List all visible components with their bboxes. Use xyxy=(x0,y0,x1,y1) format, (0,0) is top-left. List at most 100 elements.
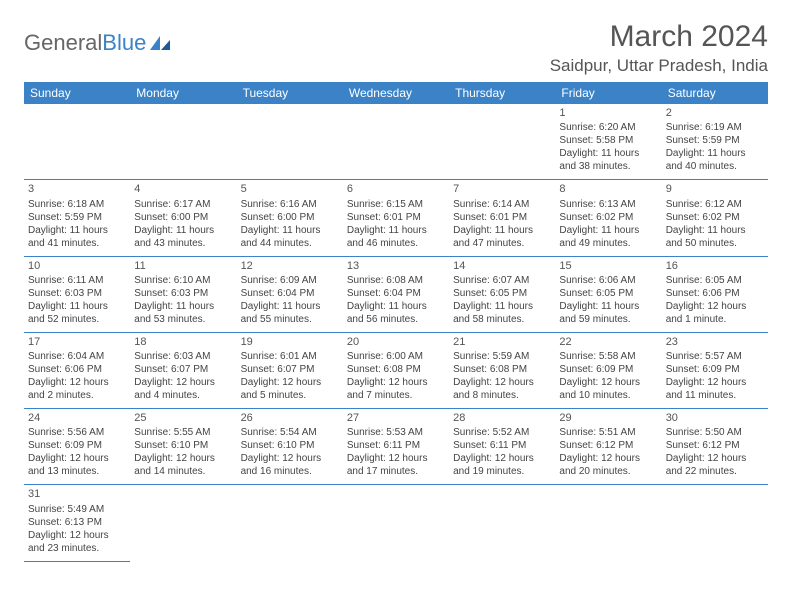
daylight-text: Daylight: 11 hours xyxy=(134,300,232,313)
sunrise-text: Sunrise: 6:17 AM xyxy=(134,198,232,211)
sunrise-text: Sunrise: 6:07 AM xyxy=(453,274,551,287)
sunrise-text: Sunrise: 5:58 AM xyxy=(559,350,657,363)
sunrise-text: Sunrise: 6:18 AM xyxy=(28,198,126,211)
day-number: 2 xyxy=(666,106,764,120)
daylight-text: Daylight: 11 hours xyxy=(241,300,339,313)
calendar-day-cell: 21Sunrise: 5:59 AMSunset: 6:08 PMDayligh… xyxy=(449,332,555,408)
calendar-day-cell: 31Sunrise: 5:49 AMSunset: 6:13 PMDayligh… xyxy=(24,485,130,561)
day-number: 13 xyxy=(347,259,445,273)
calendar-day-cell: 2Sunrise: 6:19 AMSunset: 5:59 PMDaylight… xyxy=(662,104,768,180)
sunset-text: Sunset: 6:07 PM xyxy=(134,363,232,376)
daylight-text: Daylight: 12 hours xyxy=(559,376,657,389)
sunset-text: Sunset: 6:00 PM xyxy=(241,211,339,224)
daylight-text: Daylight: 12 hours xyxy=(134,452,232,465)
day-number: 3 xyxy=(28,182,126,196)
calendar-day-cell: 27Sunrise: 5:53 AMSunset: 6:11 PMDayligh… xyxy=(343,409,449,485)
daylight-text: and 55 minutes. xyxy=(241,313,339,326)
daylight-text: and 5 minutes. xyxy=(241,389,339,402)
sunset-text: Sunset: 6:12 PM xyxy=(559,439,657,452)
sunset-text: Sunset: 6:01 PM xyxy=(453,211,551,224)
sunrise-text: Sunrise: 5:54 AM xyxy=(241,426,339,439)
daylight-text: and 16 minutes. xyxy=(241,465,339,478)
calendar-day-cell xyxy=(237,485,343,561)
day-number: 25 xyxy=(134,411,232,425)
sunrise-text: Sunrise: 5:53 AM xyxy=(347,426,445,439)
daylight-text: Daylight: 11 hours xyxy=(28,224,126,237)
daylight-text: and 47 minutes. xyxy=(453,237,551,250)
daylight-text: and 40 minutes. xyxy=(666,160,764,173)
sunset-text: Sunset: 6:10 PM xyxy=(134,439,232,452)
calendar-day-cell: 18Sunrise: 6:03 AMSunset: 6:07 PMDayligh… xyxy=(130,332,236,408)
calendar-day-cell: 29Sunrise: 5:51 AMSunset: 6:12 PMDayligh… xyxy=(555,409,661,485)
sunset-text: Sunset: 6:11 PM xyxy=(453,439,551,452)
day-number: 7 xyxy=(453,182,551,196)
daylight-text: and 41 minutes. xyxy=(28,237,126,250)
calendar-day-cell: 9Sunrise: 6:12 AMSunset: 6:02 PMDaylight… xyxy=(662,180,768,256)
sunset-text: Sunset: 6:02 PM xyxy=(559,211,657,224)
calendar-day-cell xyxy=(237,104,343,180)
calendar-week-row: 17Sunrise: 6:04 AMSunset: 6:06 PM Dayligh… xyxy=(24,332,768,408)
calendar-day-cell: 4Sunrise: 6:17 AMSunset: 6:00 PMDaylight… xyxy=(130,180,236,256)
logo-sail-icon xyxy=(148,34,172,52)
calendar-day-cell xyxy=(343,485,449,561)
day-number: 22 xyxy=(559,335,657,349)
day-number: 19 xyxy=(241,335,339,349)
calendar-day-cell: 25Sunrise: 5:55 AMSunset: 6:10 PMDayligh… xyxy=(130,409,236,485)
daylight-text: and 38 minutes. xyxy=(559,160,657,173)
logo: GeneralBlue xyxy=(24,30,172,56)
day-number: 20 xyxy=(347,335,445,349)
sunset-text: Sunset: 6:02 PM xyxy=(666,211,764,224)
daylight-text: and 52 minutes. xyxy=(28,313,126,326)
daylight-text: Daylight: 12 hours xyxy=(666,452,764,465)
calendar-week-row: 3Sunrise: 6:18 AMSunset: 5:59 PMDaylight… xyxy=(24,180,768,256)
day-number: 30 xyxy=(666,411,764,425)
sunrise-text: Sunrise: 6:11 AM xyxy=(28,274,126,287)
daylight-text: Daylight: 11 hours xyxy=(134,224,232,237)
daylight-text: and 1 minute. xyxy=(666,313,764,326)
daylight-text: and 44 minutes. xyxy=(241,237,339,250)
daylight-text: Daylight: 11 hours xyxy=(559,147,657,160)
calendar-day-cell: 12Sunrise: 6:09 AMSunset: 6:04 PMDayligh… xyxy=(237,256,343,332)
daylight-text: Daylight: 12 hours xyxy=(28,529,126,542)
calendar-day-cell: 24Sunrise: 5:56 AMSunset: 6:09 PMDayligh… xyxy=(24,409,130,485)
daylight-text: and 23 minutes. xyxy=(28,542,126,555)
sunset-text: Sunset: 6:00 PM xyxy=(134,211,232,224)
sunset-text: Sunset: 6:06 PM xyxy=(28,363,126,376)
calendar-day-cell: 19Sunrise: 6:01 AMSunset: 6:07 PMDayligh… xyxy=(237,332,343,408)
sunrise-text: Sunrise: 5:50 AM xyxy=(666,426,764,439)
sunset-text: Sunset: 6:08 PM xyxy=(347,363,445,376)
calendar-day-cell: 1Sunrise: 6:20 AMSunset: 5:58 PMDaylight… xyxy=(555,104,661,180)
calendar-body: 1Sunrise: 6:20 AMSunset: 5:58 PMDaylight… xyxy=(24,104,768,561)
calendar-week-row: 10Sunrise: 6:11 AMSunset: 6:03 PMDayligh… xyxy=(24,256,768,332)
sunrise-text: Sunrise: 5:52 AM xyxy=(453,426,551,439)
sunrise-text: Sunrise: 5:56 AM xyxy=(28,426,126,439)
daylight-text: Daylight: 12 hours xyxy=(241,452,339,465)
calendar-day-cell: 11Sunrise: 6:10 AMSunset: 6:03 PMDayligh… xyxy=(130,256,236,332)
day-number: 8 xyxy=(559,182,657,196)
sunset-text: Sunset: 6:08 PM xyxy=(453,363,551,376)
day-number: 16 xyxy=(666,259,764,273)
sunrise-text: Sunrise: 5:49 AM xyxy=(28,503,126,516)
sunrise-text: Sunrise: 6:01 AM xyxy=(241,350,339,363)
daylight-text: Daylight: 12 hours xyxy=(28,452,126,465)
logo-text-part2: Blue xyxy=(102,30,146,56)
day-number: 9 xyxy=(666,182,764,196)
calendar-day-cell: 23Sunrise: 5:57 AMSunset: 6:09 PMDayligh… xyxy=(662,332,768,408)
calendar-day-cell: 14Sunrise: 6:07 AMSunset: 6:05 PMDayligh… xyxy=(449,256,555,332)
day-number: 17 xyxy=(28,335,126,349)
sunset-text: Sunset: 6:09 PM xyxy=(559,363,657,376)
daylight-text: Daylight: 11 hours xyxy=(241,224,339,237)
sunrise-text: Sunrise: 6:03 AM xyxy=(134,350,232,363)
sunset-text: Sunset: 6:05 PM xyxy=(559,287,657,300)
daylight-text: and 10 minutes. xyxy=(559,389,657,402)
sunset-text: Sunset: 6:13 PM xyxy=(28,516,126,529)
calendar-week-row: 24Sunrise: 5:56 AMSunset: 6:09 PMDayligh… xyxy=(24,409,768,485)
sunset-text: Sunset: 5:59 PM xyxy=(28,211,126,224)
daylight-text: Daylight: 12 hours xyxy=(666,300,764,313)
sunrise-text: Sunrise: 6:12 AM xyxy=(666,198,764,211)
calendar-day-cell: 15Sunrise: 6:06 AMSunset: 6:05 PMDayligh… xyxy=(555,256,661,332)
day-number: 10 xyxy=(28,259,126,273)
calendar-day-cell: 16Sunrise: 6:05 AMSunset: 6:06 PMDayligh… xyxy=(662,256,768,332)
daylight-text: Daylight: 12 hours xyxy=(453,452,551,465)
sunrise-text: Sunrise: 6:04 AM xyxy=(28,350,126,363)
